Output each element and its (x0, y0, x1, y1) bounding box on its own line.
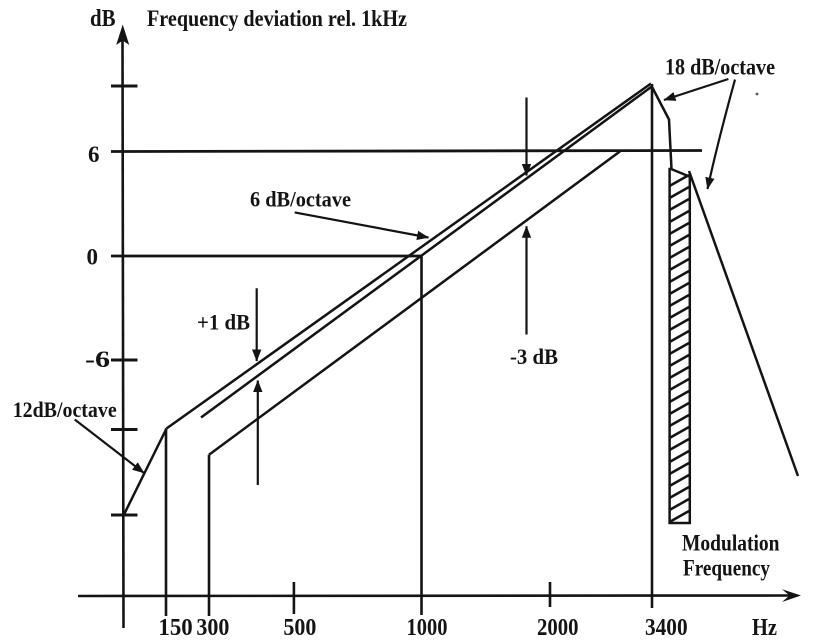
svg-text:0: 0 (87, 245, 99, 270)
svg-text:6 dB/octave: 6 dB/octave (250, 187, 351, 212)
svg-text:Modulation: Modulation (682, 531, 780, 556)
svg-text:1000: 1000 (407, 615, 448, 641)
svg-text:2000: 2000 (537, 615, 579, 641)
svg-text:Frequency deviation rel. 1kHz: Frequency deviation rel. 1kHz (147, 6, 407, 31)
svg-text:12dB/octave: 12dB/octave (13, 397, 117, 422)
svg-text:6: 6 (88, 142, 100, 167)
svg-text:+1 dB: +1 dB (197, 310, 250, 335)
svg-text:-3 dB: -3 dB (510, 344, 558, 369)
svg-text:300: 300 (196, 615, 229, 641)
svg-text:3400: 3400 (645, 615, 688, 641)
svg-text:500: 500 (283, 615, 316, 641)
svg-text:150: 150 (158, 615, 192, 641)
svg-text:dB: dB (90, 6, 116, 32)
svg-text:18 dB/octave: 18 dB/octave (665, 55, 775, 80)
svg-text:Frequency: Frequency (683, 556, 770, 581)
svg-text:-6: -6 (85, 347, 110, 372)
svg-text:Hz: Hz (752, 615, 777, 641)
